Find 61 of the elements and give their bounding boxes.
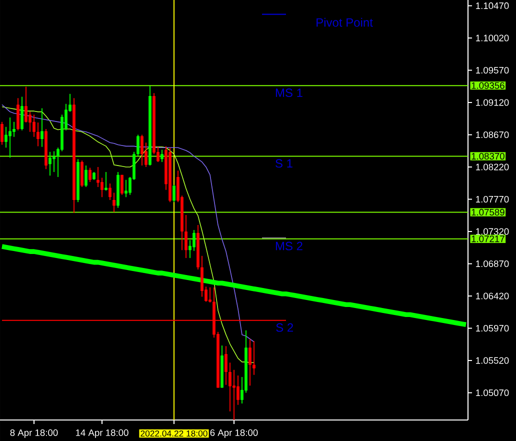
candlestick: [12, 121, 16, 138]
x-tick-label: 2022.04.22 18:00: [140, 430, 208, 437]
candlestick: [184, 214, 188, 258]
candlestick: [224, 346, 228, 386]
candlestick: [172, 184, 176, 203]
y-tick-label: 1.06420: [476, 292, 509, 300]
series-label: S 2: [276, 323, 293, 332]
candlestick: [112, 192, 116, 213]
ref-line-label: 1.07217: [472, 236, 504, 242]
candlestick: [20, 96, 24, 131]
candlestick: [104, 172, 108, 192]
y-tick-label: 1.07770: [476, 196, 509, 203]
candlestick: [228, 362, 232, 412]
y-tick-label: 1.05520: [476, 357, 509, 364]
candlestick: [4, 126, 8, 148]
y-tick-label: 1.09120: [476, 99, 509, 106]
y-tick-label: 1.05070: [476, 389, 509, 396]
candlestick: [140, 134, 144, 166]
candlestick: [236, 375, 240, 406]
candlestick: [200, 255, 204, 298]
candlestick: [100, 177, 104, 198]
y-tick-label: 1.10470: [476, 2, 509, 10]
candlestick: [24, 86, 28, 124]
candlestick: [84, 165, 88, 188]
candlestick: [232, 369, 236, 420]
annotation: S 1: [276, 159, 292, 168]
candlestick: [32, 114, 36, 138]
ref-line-label: 1.07589: [472, 208, 504, 216]
ref-line-label: 1.08370: [472, 152, 504, 160]
candlestick: [208, 286, 212, 303]
candlestick: [80, 160, 84, 188]
candlestick: [40, 108, 44, 148]
candlestick: [108, 183, 112, 200]
x-tick-label: 6 Apr 18:00: [210, 429, 258, 438]
y-tick-label: 1.06870: [476, 260, 509, 268]
y-tick-label: 1.07320: [476, 228, 509, 235]
x-tick-label: 14 Apr 18:00: [76, 429, 128, 438]
x-tick-label: 8 Apr 18:00: [10, 429, 58, 438]
candlestick: [120, 174, 124, 196]
candlestick: [124, 179, 128, 198]
y-tick-label: 1.08220: [476, 164, 509, 170]
y-tick-label: 1.05970: [476, 324, 509, 332]
y-tick-label: 1.10020: [476, 34, 509, 42]
candlestick: [136, 134, 140, 157]
candlestick: [192, 230, 196, 252]
candlestick: [160, 149, 164, 162]
annotation: MS 2: [276, 242, 302, 250]
candlestick: [48, 151, 52, 176]
y-tick-label: 1.09570: [476, 66, 509, 74]
ref-line-label: 1.09356: [472, 82, 504, 89]
candlestick: [36, 122, 40, 147]
candlestick: [8, 117, 12, 158]
candlestick: [248, 338, 252, 386]
candlestick: [88, 167, 92, 183]
candlestick: [96, 166, 100, 188]
candlestick: [252, 340, 256, 376]
annotation: MS 1: [276, 88, 302, 98]
candlestick: [52, 150, 56, 172]
text: Pivot Point: [316, 18, 373, 27]
y-tick-label: 1.08670: [476, 131, 509, 138]
candlestick: [0, 121, 4, 146]
